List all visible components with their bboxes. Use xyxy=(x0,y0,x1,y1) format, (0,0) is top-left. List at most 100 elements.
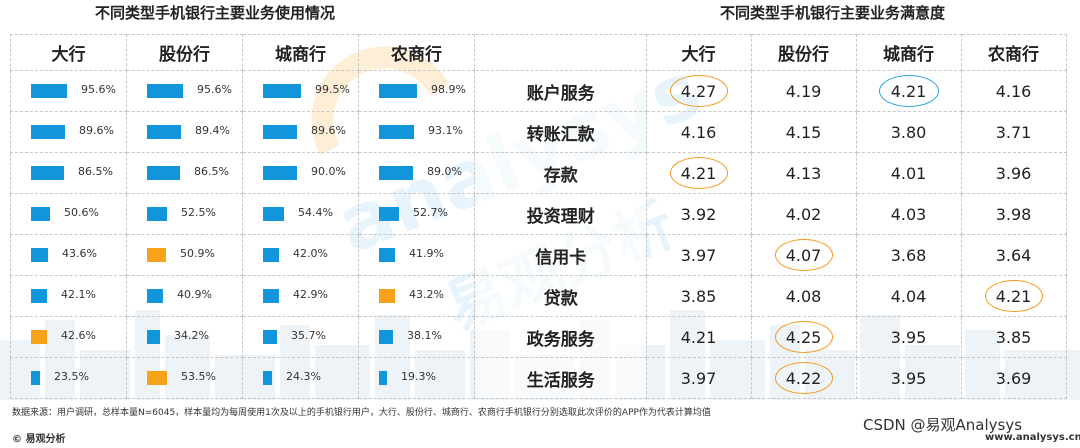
usage-cell: 43.2% xyxy=(358,275,475,317)
satisfaction-row: 存款 4.21 4.13 4.01 3.96 xyxy=(476,152,1067,194)
satisfaction-row-label: 贷款 xyxy=(476,275,647,317)
satisfaction-value: 4.03 xyxy=(890,204,927,224)
usage-value-label: 93.1% xyxy=(428,124,463,137)
satisfaction-cell: 3.97 xyxy=(646,357,752,399)
usage-value-label: 19.3% xyxy=(401,370,436,383)
satisfaction-cell: 3.68 xyxy=(856,234,962,276)
satisfaction-value: 4.04 xyxy=(890,286,927,306)
usage-bar xyxy=(147,289,163,303)
satisfaction-cell: 3.92 xyxy=(646,193,752,235)
usage-bar xyxy=(263,248,279,262)
satisfaction-cell: 4.27 xyxy=(646,70,752,112)
satisfaction-cell: 3.69 xyxy=(961,357,1067,399)
highlight-circle xyxy=(774,321,833,353)
usage-bar xyxy=(31,125,65,139)
usage-value-label: 23.5% xyxy=(54,370,89,383)
usage-header-cell: 大行 xyxy=(10,34,127,71)
usage-value-label: 35.7% xyxy=(291,329,326,342)
satisfaction-value: 4.15 xyxy=(785,122,822,142)
usage-cell: 19.3% xyxy=(358,357,475,399)
usage-value-label: 43.2% xyxy=(409,288,444,301)
satisfaction-table: 大行 股份行 城商行 农商行 账户服务 4.27 4.19 4.21 4.16 转账汇款 4… xyxy=(476,34,1067,399)
usage-value-label: 34.2% xyxy=(174,329,209,342)
satisfaction-value: 4.08 xyxy=(785,286,822,306)
satisfaction-cell: 4.04 xyxy=(856,275,962,317)
satisfaction-cell: 4.01 xyxy=(856,152,962,194)
satisfaction-header-cell: 股份行 xyxy=(751,34,857,71)
highlight-circle xyxy=(774,362,833,394)
satisfaction-value: 3.96 xyxy=(995,163,1032,183)
satisfaction-cell: 4.15 xyxy=(751,111,857,153)
usage-header-cell: 农商行 xyxy=(358,34,475,71)
satisfaction-cell: 4.02 xyxy=(751,193,857,235)
usage-header-cell: 股份行 xyxy=(126,34,243,71)
satisfaction-cell: 4.16 xyxy=(646,111,752,153)
satisfaction-value: 3.95 xyxy=(890,327,927,347)
satisfaction-value: 3.64 xyxy=(995,245,1032,265)
satisfaction-cell: 4.25 xyxy=(751,316,857,358)
satisfaction-cell: 3.85 xyxy=(646,275,752,317)
usage-bar xyxy=(379,207,399,221)
satisfaction-header-cell: 大行 xyxy=(646,34,752,71)
satisfaction-value: 3.92 xyxy=(680,204,717,224)
site-url: www.analysys.cn xyxy=(985,432,1080,443)
usage-title: 不同类型手机银行主要业务使用情况 xyxy=(95,4,336,22)
usage-bar xyxy=(147,371,167,385)
usage-bar xyxy=(31,248,48,262)
usage-value-label: 95.6% xyxy=(197,83,232,96)
usage-cell: 38.1% xyxy=(358,316,475,358)
usage-bar xyxy=(147,207,167,221)
usage-value-label: 54.4% xyxy=(298,206,333,219)
usage-bar xyxy=(263,207,284,221)
usage-bar xyxy=(379,166,413,180)
usage-row: 89.6% 89.4% 89.6% 93.1% xyxy=(10,111,475,153)
satisfaction-value: 4.01 xyxy=(890,163,927,183)
usage-cell: 53.5% xyxy=(126,357,243,399)
satisfaction-cell: 3.95 xyxy=(856,357,962,399)
satisfaction-value: 3.97 xyxy=(680,368,717,388)
usage-cell: 93.1% xyxy=(358,111,475,153)
usage-cell: 50.6% xyxy=(10,193,127,235)
satisfaction-cell: 4.03 xyxy=(856,193,962,235)
usage-bar xyxy=(147,166,180,180)
satisfaction-row: 转账汇款 4.16 4.15 3.80 3.71 xyxy=(476,111,1067,153)
usage-bar xyxy=(263,371,272,385)
usage-value-label: 53.5% xyxy=(181,370,216,383)
usage-value-label: 42.6% xyxy=(61,329,96,342)
satisfaction-value: 3.98 xyxy=(995,204,1032,224)
data-source-footnote: 数据来源：用户调研，总样本量N=6045，样本量均为每周使用1次及以上的手机银行… xyxy=(12,408,711,418)
satisfaction-row: 贷款 3.85 4.08 4.04 4.21 xyxy=(476,275,1067,317)
usage-value-label: 42.9% xyxy=(293,288,328,301)
usage-value-label: 89.6% xyxy=(311,124,346,137)
usage-cell: 41.9% xyxy=(358,234,475,276)
satisfaction-value: 3.85 xyxy=(995,327,1032,347)
usage-bar xyxy=(31,84,67,98)
satisfaction-value: 3.71 xyxy=(995,122,1032,142)
usage-cell: 42.9% xyxy=(242,275,359,317)
highlight-circle xyxy=(669,157,728,189)
satisfaction-cell: 4.08 xyxy=(751,275,857,317)
usage-cell: 90.0% xyxy=(242,152,359,194)
csdn-watermark: CSDN @易观Analysys xyxy=(863,416,1023,434)
satisfaction-cell: 3.95 xyxy=(856,316,962,358)
usage-value-label: 90.0% xyxy=(311,165,346,178)
usage-cell: 89.4% xyxy=(126,111,243,153)
satisfaction-cell: 4.21 xyxy=(646,152,752,194)
usage-value-label: 98.9% xyxy=(431,83,466,96)
satisfaction-title: 不同类型手机银行主要业务满意度 xyxy=(720,4,946,22)
satisfaction-row-label: 存款 xyxy=(476,152,647,194)
usage-bar xyxy=(31,166,64,180)
satisfaction-value: 4.13 xyxy=(785,163,822,183)
satisfaction-row-label: 转账汇款 xyxy=(476,111,647,153)
usage-bar xyxy=(379,330,393,344)
satisfaction-header-cell: 城商行 xyxy=(856,34,962,71)
usage-bar xyxy=(263,125,297,139)
usage-cell: 54.4% xyxy=(242,193,359,235)
usage-row: 42.6% 34.2% 35.7% 38.1% xyxy=(10,316,475,358)
satisfaction-cell: 3.98 xyxy=(961,193,1067,235)
usage-cell: 86.5% xyxy=(126,152,243,194)
satisfaction-value: 3.69 xyxy=(995,368,1032,388)
usage-cell: 95.6% xyxy=(10,70,127,112)
satisfaction-row-label: 投资理财 xyxy=(476,193,647,235)
satisfaction-row: 生活服务 3.97 4.22 3.95 3.69 xyxy=(476,357,1067,399)
